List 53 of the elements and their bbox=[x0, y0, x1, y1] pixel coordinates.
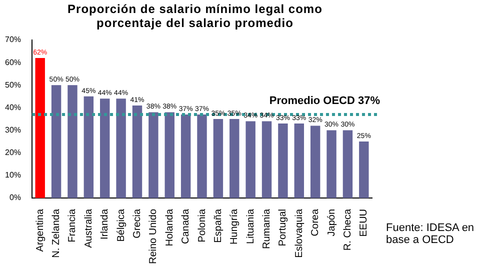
x-tick-label: Holanda bbox=[164, 208, 176, 246]
bar bbox=[230, 118, 240, 198]
y-tick-label: 60% bbox=[4, 58, 22, 67]
y-tick-label: 10% bbox=[4, 170, 22, 180]
x-tick-label: Grecia bbox=[132, 208, 143, 238]
bar bbox=[132, 105, 142, 198]
x-tick-label: Rumania bbox=[262, 208, 273, 249]
x-tick-label: Hungría bbox=[229, 208, 240, 245]
source-note: Fuente: IDESA en base a OECD bbox=[386, 222, 476, 246]
bar bbox=[68, 85, 78, 198]
chart-title: Proporción de salario mínimo legal como porcentaje del salario promedio bbox=[66, 2, 324, 30]
x-tick-label: Francia bbox=[67, 208, 78, 242]
bar bbox=[342, 130, 353, 198]
x-tick-label: Australia bbox=[83, 208, 94, 248]
y-tick-label: 30% bbox=[4, 125, 22, 134]
bar bbox=[326, 130, 336, 198]
bar bbox=[359, 142, 369, 198]
x-tick-label: EEUU bbox=[358, 208, 370, 237]
x-tick-label: Polonia bbox=[196, 208, 208, 242]
bar bbox=[262, 121, 272, 198]
y-tick-label: 0% bbox=[9, 193, 22, 202]
x-tick-label: Argentina bbox=[34, 208, 46, 252]
x-tick-label: Lituania bbox=[245, 208, 256, 244]
bar bbox=[294, 123, 304, 198]
bar bbox=[180, 114, 191, 198]
x-tick-label: R. Checa bbox=[342, 208, 354, 251]
x-tick-label: Eslovaquia bbox=[294, 208, 305, 258]
y-tick-label: 50% bbox=[4, 80, 22, 90]
bar bbox=[84, 96, 94, 198]
x-tick-label: Canada bbox=[180, 208, 192, 244]
x-tick-label: Bélgica bbox=[116, 208, 127, 242]
x-tick-label: Irlanda bbox=[100, 208, 111, 240]
bar bbox=[148, 112, 158, 198]
bar bbox=[197, 114, 207, 198]
x-tick-label: N. Zelanda bbox=[51, 208, 62, 258]
x-tick-label: Corea bbox=[310, 208, 322, 236]
bar bbox=[116, 98, 126, 198]
y-tick-label: 40% bbox=[4, 102, 22, 112]
bar bbox=[164, 112, 174, 198]
bar bbox=[35, 58, 45, 198]
bar bbox=[100, 98, 110, 198]
y-tick-label: 70% bbox=[4, 35, 22, 44]
bar bbox=[51, 85, 62, 198]
bar bbox=[213, 118, 224, 198]
bar bbox=[310, 126, 320, 198]
x-tick-label: Portugal bbox=[278, 208, 289, 246]
x-tick-label: Japón bbox=[326, 208, 338, 236]
bar bbox=[278, 123, 288, 198]
x-tick-label: Reino Unido bbox=[148, 208, 160, 264]
ref-line-label: Promedio OECD 37% bbox=[269, 95, 380, 107]
bar bbox=[246, 121, 256, 198]
x-tick-label: España bbox=[212, 208, 224, 243]
y-tick-label: 20% bbox=[4, 148, 22, 158]
